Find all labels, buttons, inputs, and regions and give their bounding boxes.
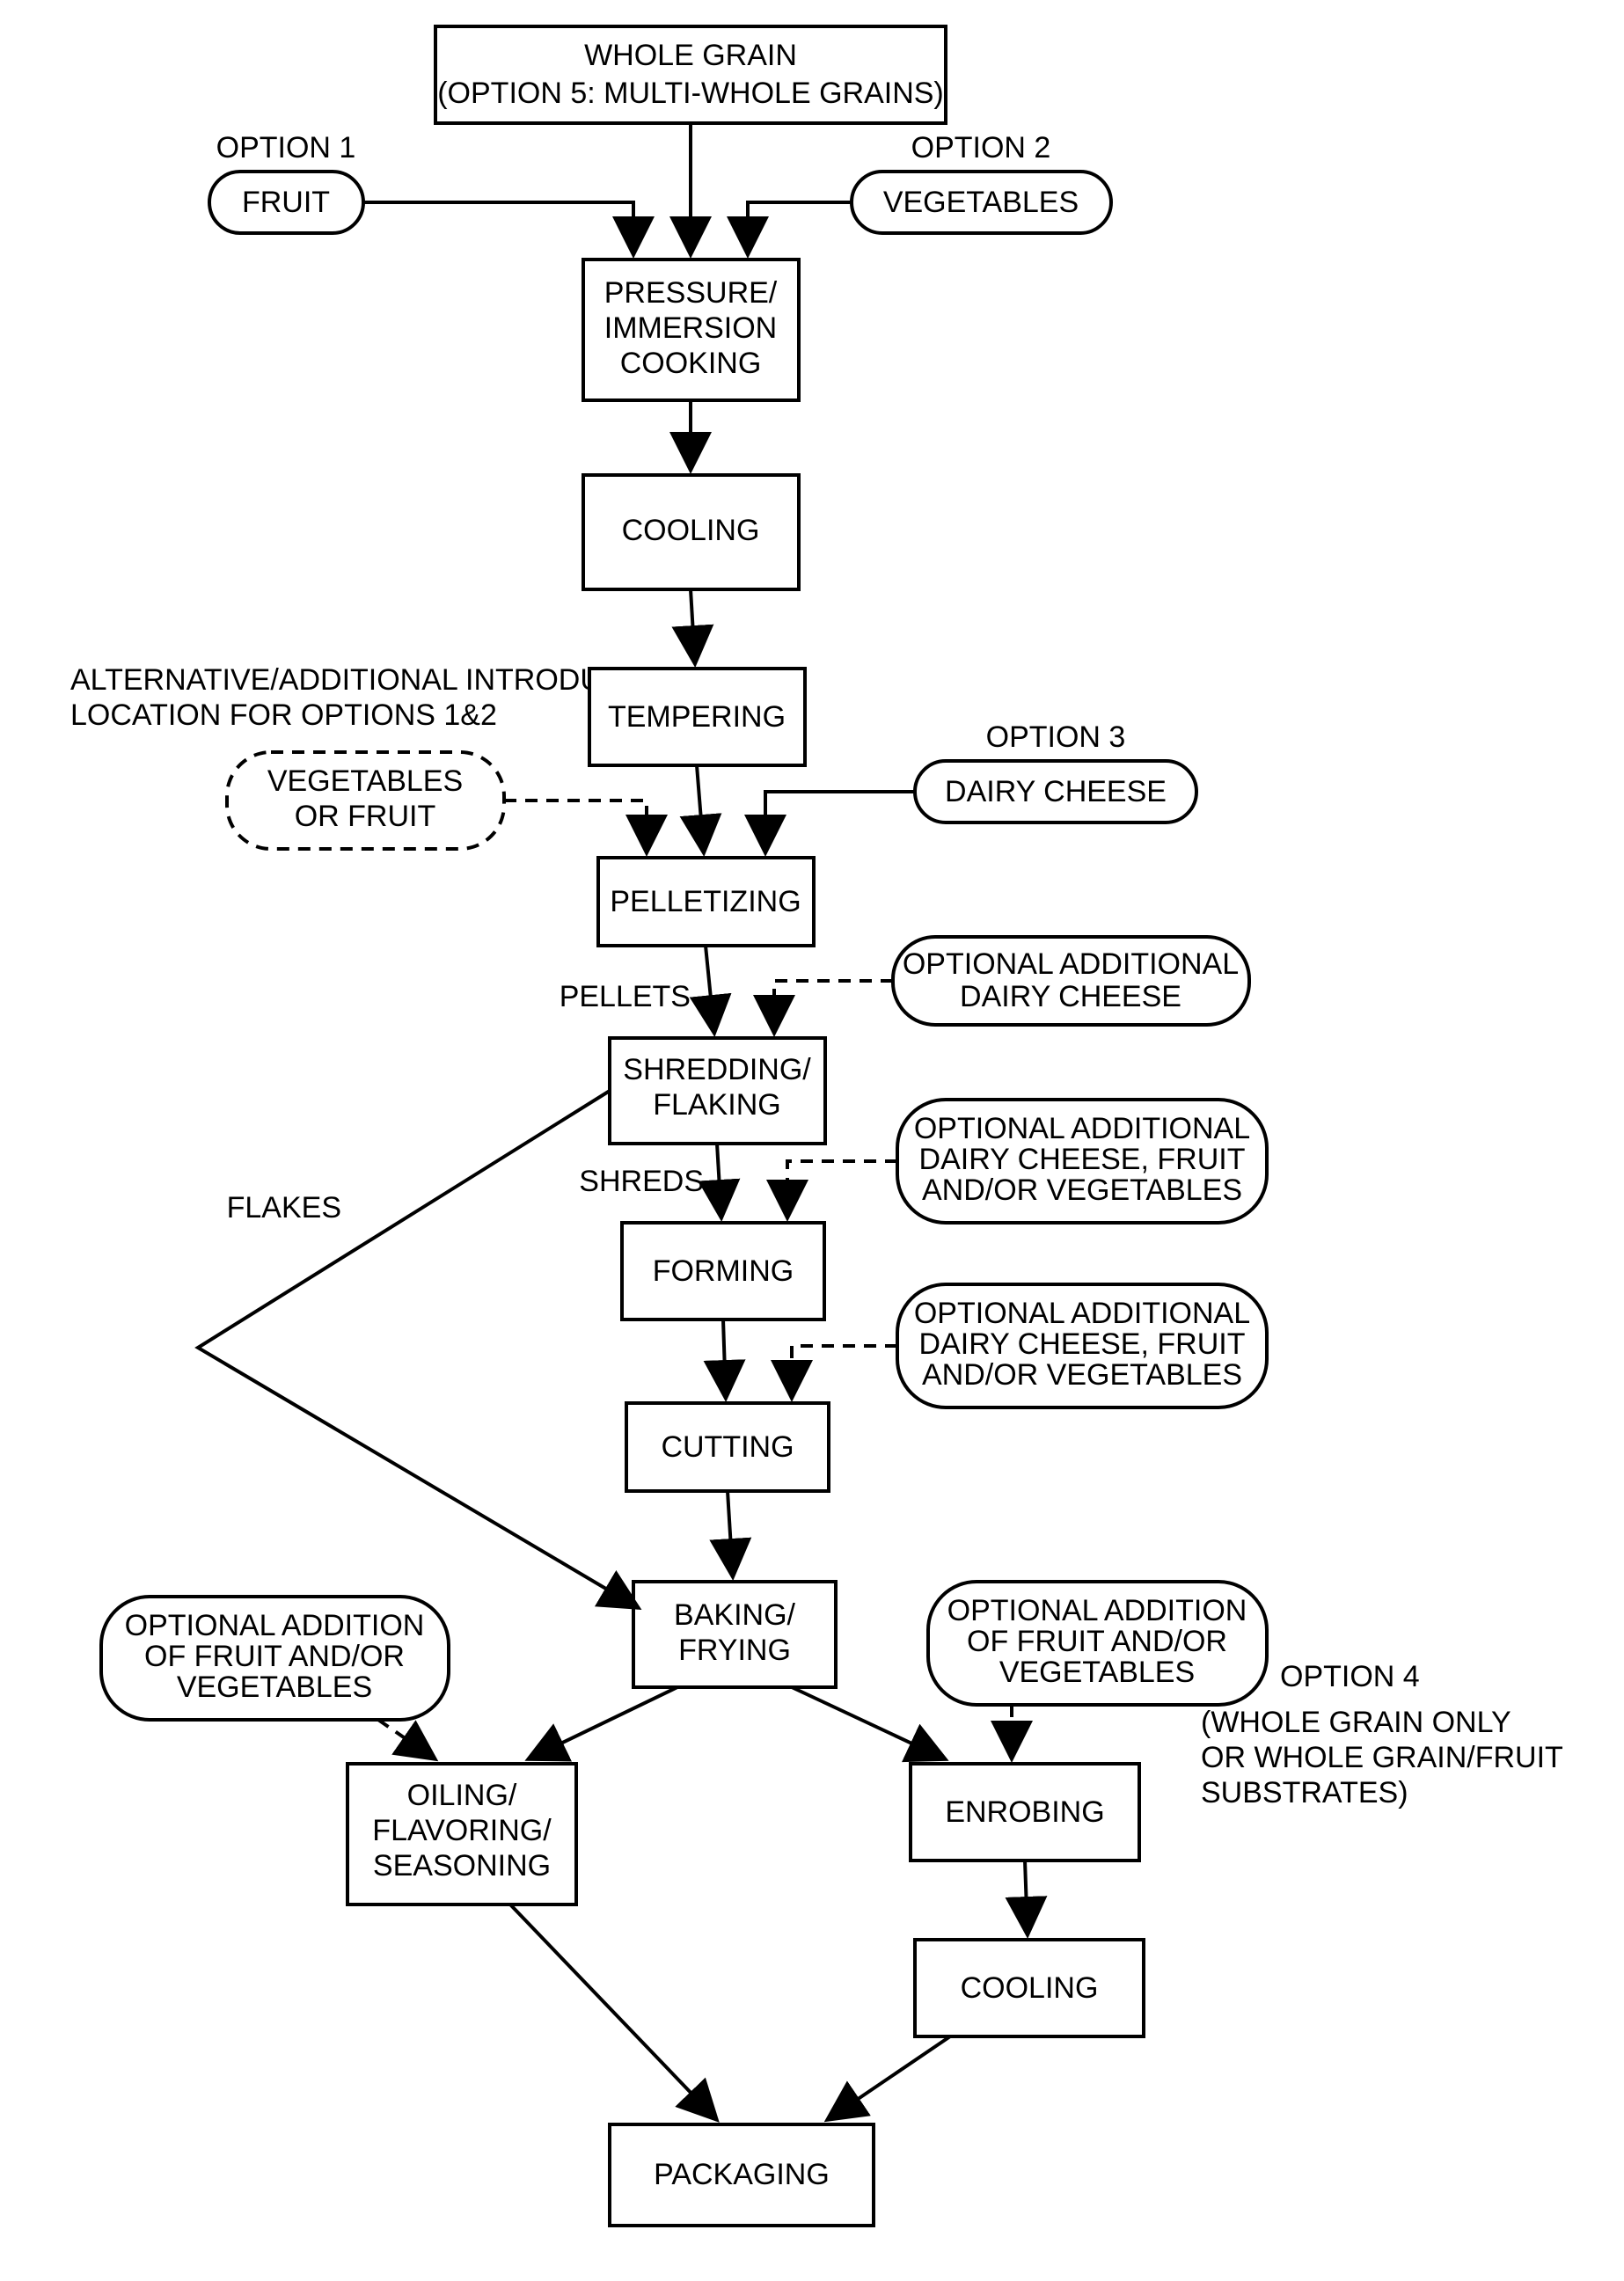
opt-dcfv1-1: OPTIONAL ADDITIONAL	[914, 1112, 1250, 1145]
oiling-2: FLAVORING/	[372, 1814, 552, 1847]
option4-label: OPTION 4	[1280, 1660, 1420, 1693]
edge-dairy-pelletizing	[765, 792, 915, 853]
shreds-label: SHREDS	[579, 1165, 704, 1198]
opt-dcfv1-3: AND/OR VEGETABLES	[922, 1173, 1242, 1207]
shredding-1: SHREDDING/	[623, 1053, 811, 1086]
cutting-label: CUTTING	[661, 1430, 794, 1464]
opt-fv-left-2: OF FRUIT AND/OR	[144, 1640, 405, 1673]
dairy-cheese-label: DAIRY CHEESE	[945, 775, 1167, 808]
option2-label: OPTION 2	[911, 131, 1051, 164]
whole-grain-label-2: (OPTION 5: MULTI-WHOLE GRAINS)	[437, 77, 944, 110]
veg-or-fruit-2: OR FRUIT	[295, 800, 436, 833]
cooking-label-3: COOKING	[620, 347, 762, 380]
edge-tempering-pelletizing	[697, 765, 704, 853]
veg-or-fruit-1: VEGETABLES	[267, 764, 463, 798]
opt-dcfv1-2: DAIRY CHEESE, FRUIT	[919, 1143, 1246, 1176]
edge-optdairy-shredding	[774, 981, 893, 1034]
edge-vegfruit-pelletizing	[504, 801, 647, 853]
edge-cooling-tempering	[691, 589, 695, 664]
baking-1: BAKING/	[674, 1598, 795, 1632]
opt-fv-right-2: OF FRUIT AND/OR	[967, 1625, 1227, 1658]
whole-grain-label-1: WHOLE GRAIN	[584, 39, 797, 72]
edge-cutting-baking	[728, 1491, 733, 1577]
opt-dcfv2-2: DAIRY CHEESE, FRUIT	[919, 1327, 1246, 1361]
flakes-label: FLAKES	[227, 1191, 341, 1225]
opt-dcfv2-1: OPTIONAL ADDITIONAL	[914, 1297, 1250, 1330]
packaging-label: PACKAGING	[654, 2158, 830, 2191]
fruit-label: FRUIT	[242, 186, 330, 219]
option4-desc-3: SUBSTRATES)	[1201, 1776, 1408, 1809]
edge-oiling-packaging	[510, 1904, 717, 2120]
edge-optdcfv2-cutting	[792, 1346, 897, 1399]
opt-fv-right-1: OPTIONAL ADDITION	[947, 1594, 1247, 1627]
edge-shredding-forming	[717, 1144, 721, 1218]
edge-optfvleft-oiling	[378, 1720, 435, 1759]
option3-label: OPTION 3	[986, 720, 1126, 754]
oiling-3: SEASONING	[373, 1849, 551, 1883]
opt-dcfv2-3: AND/OR VEGETABLES	[922, 1358, 1242, 1392]
opt-fv-left-3: VEGETABLES	[177, 1671, 372, 1704]
edge-flakes-baking	[198, 1091, 639, 1608]
opt-fv-right-3: VEGETABLES	[999, 1656, 1195, 1689]
vegetables-label: VEGETABLES	[883, 186, 1079, 219]
edge-optdcfv1-forming	[787, 1161, 897, 1218]
edge-veg-cooking	[748, 202, 852, 255]
edge-baking-enrobing	[792, 1687, 946, 1759]
shredding-2: FLAKING	[653, 1088, 780, 1122]
forming-label: FORMING	[653, 1254, 794, 1288]
edge-forming-cutting	[723, 1320, 726, 1399]
edge-fruit-cooking	[363, 202, 633, 255]
edge-baking-oiling	[528, 1687, 677, 1759]
enrobing-label: ENROBING	[945, 1795, 1104, 1829]
option4-desc-1: (WHOLE GRAIN ONLY	[1201, 1706, 1511, 1739]
alt-intro-2: LOCATION FOR OPTIONS 1&2	[70, 698, 497, 732]
option4-desc-2: OR WHOLE GRAIN/FRUIT	[1201, 1741, 1563, 1774]
pellets-label: PELLETS	[560, 980, 691, 1013]
oiling-1: OILING/	[407, 1779, 517, 1812]
opt-dairy-2: DAIRY CHEESE	[960, 980, 1181, 1013]
cooking-label-1: PRESSURE/	[604, 276, 778, 310]
cooling2-label: COOLING	[961, 1971, 1099, 2005]
cooling1-label: COOLING	[622, 514, 760, 547]
opt-fv-left-1: OPTIONAL ADDITION	[125, 1609, 425, 1642]
edge-pelletizing-shredding	[706, 946, 714, 1034]
tempering-label: TEMPERING	[608, 700, 786, 734]
baking-2: FRYING	[678, 1634, 791, 1667]
option1-label: OPTION 1	[216, 131, 356, 164]
edge-enrobing-cooling2	[1025, 1861, 1028, 1935]
opt-dairy-1: OPTIONAL ADDITIONAL	[903, 947, 1239, 981]
pelletizing-label: PELLETIZING	[610, 885, 801, 918]
cooking-label-2: IMMERSION	[604, 311, 777, 345]
edge-cooling2-packaging	[827, 2036, 950, 2120]
flowchart-diagram: WHOLE GRAIN (OPTION 5: MULTI-WHOLE GRAIN…	[0, 0, 1624, 2281]
